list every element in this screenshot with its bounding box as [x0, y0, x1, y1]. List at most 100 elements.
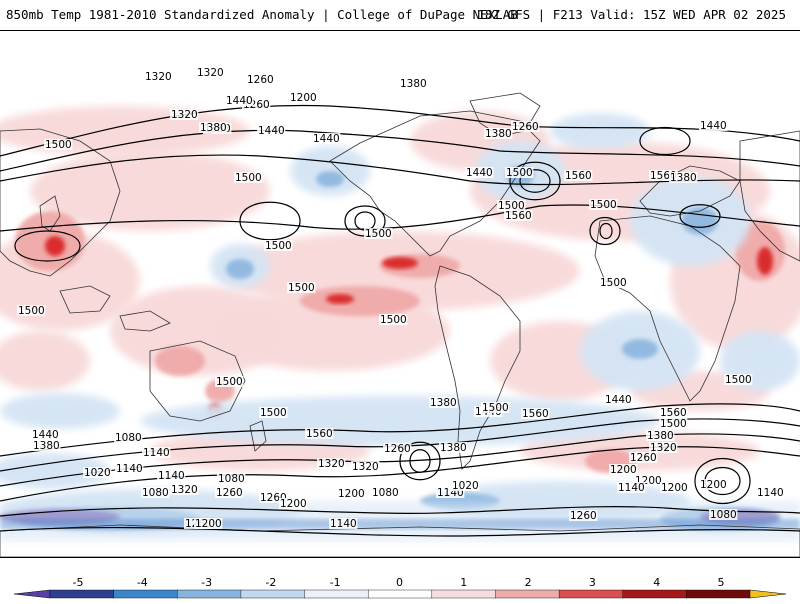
colorbar-segment: [113, 589, 178, 599]
contour-label-group: 1140: [617, 482, 646, 494]
height-contour: [679, 204, 721, 228]
contour-label-bg: [234, 172, 263, 183]
contour-label-group: 1500: [44, 139, 73, 151]
contour-label-bg: [589, 199, 618, 210]
map-header: 850mb Temp 1981-2010 Standardized Anomal…: [0, 0, 800, 30]
contour-label: 1260: [216, 487, 243, 499]
contour-label: 1560: [306, 428, 333, 440]
contour-label: 1200: [195, 518, 222, 530]
contour-label-bg: [287, 282, 316, 293]
colorbar-segment: [495, 589, 560, 599]
anomaly-blob: [300, 286, 420, 316]
contour-label-bg: [451, 480, 480, 491]
contour-label-group: 1140: [142, 447, 171, 459]
contour-label-group: 1560: [564, 170, 593, 182]
contour-label: 1320: [197, 67, 224, 79]
coastline-path: [739, 130, 800, 262]
colorbar-tick-label: 1: [460, 576, 467, 589]
anomaly-blob: [550, 113, 650, 149]
contour-label-bg: [371, 487, 400, 498]
contour-label-group: 1080: [141, 487, 170, 499]
contour-label: 1500: [482, 402, 509, 414]
model-run-info: 18Z GFS | F213 Valid: 15Z WED APR 02 202…: [477, 7, 786, 22]
colorbar-tick-label: -2: [265, 576, 276, 589]
colorbar-tick-label: -5: [73, 576, 84, 589]
contour-label-group: 1320: [196, 67, 225, 79]
coastline-path: [434, 265, 521, 470]
contour-label: 1440: [313, 133, 340, 145]
contour-label-group: 1260: [511, 121, 540, 133]
contour-label-bg: [329, 518, 358, 529]
contour-label-bg: [196, 67, 225, 78]
contour-label-group: 1500: [17, 305, 46, 317]
contour-label: 1080: [218, 473, 245, 485]
contour-label-bg: [259, 407, 288, 418]
contour-label-group: 1260: [383, 443, 412, 455]
contour-label: 1500: [288, 282, 315, 294]
coastline-path: [119, 310, 171, 332]
contour-label: 1200: [610, 464, 637, 476]
colorbar-tick-label: 2: [525, 576, 532, 589]
colorbar-tick-label: -4: [137, 576, 148, 589]
contour-label: 1560: [505, 210, 532, 222]
contour-label: 1440: [226, 95, 253, 107]
contour-label: 1200: [661, 482, 688, 494]
contour-label-bg: [17, 305, 46, 316]
contour-label: 1440: [258, 125, 285, 137]
contour-label-group: 1500: [589, 199, 618, 211]
contour-label-bg: [351, 461, 380, 472]
contour-label-group: 1320: [170, 484, 199, 496]
colorbar-segment: [558, 589, 624, 599]
anomaly-blob: [0, 393, 120, 429]
contour-label-bg: [617, 482, 646, 493]
contour-label-bg: [646, 430, 675, 441]
contour-label-bg: [511, 121, 540, 132]
contour-label: 1500: [18, 305, 45, 317]
contour-label: 1500: [600, 277, 627, 289]
contour-label-group: 1500: [287, 282, 316, 294]
contour-label-bg: [634, 475, 663, 486]
contour-label-group: 1260: [569, 510, 598, 522]
map-canvas: 1320 1260 1200 1260 1380 1320 1440 1500 1380 1440…: [0, 67, 800, 558]
height-contours: [0, 104, 800, 537]
contour-label-bg: [225, 95, 254, 106]
contour-label-group: 1020: [451, 480, 480, 492]
contour-label: 1080: [710, 509, 737, 521]
contour-label-group: 1200: [289, 92, 318, 104]
contour-label-bg: [659, 418, 688, 429]
anomaly-blob: [622, 339, 658, 359]
coastline-path: [149, 340, 246, 422]
contour-label-group: 1500: [659, 418, 688, 430]
height-contour: [704, 467, 741, 495]
colorbar-tick-label: 5: [718, 576, 725, 589]
colorbar-segment: [304, 589, 369, 599]
contour-label-bg: [257, 125, 286, 136]
coastline-path: [0, 128, 121, 277]
contour-label-bg: [157, 470, 186, 481]
contour-label: 1200: [280, 498, 307, 510]
contour-label-group: 1200: [279, 498, 308, 510]
contour-label-bg: [215, 487, 244, 498]
contour-label-bg: [505, 167, 534, 178]
contour-label: 1440: [605, 394, 632, 406]
height-contour: [0, 154, 800, 186]
contour-label: 1500: [365, 228, 392, 240]
contour-label-group: 1440: [31, 429, 60, 441]
contour-label: 1020: [84, 467, 111, 479]
contour-label-group: 1500: [599, 277, 628, 289]
contour-label-group: 1380: [429, 397, 458, 409]
contour-label-group: 1200: [609, 464, 638, 476]
contour-label: 1140: [116, 463, 143, 475]
contour-label-group: 1380: [399, 78, 428, 90]
contour-label-bg: [144, 71, 173, 82]
contour-label: 1320: [145, 71, 172, 83]
contour-label-group: 1560: [521, 408, 550, 420]
contour-label-bg: [31, 429, 60, 440]
contour-label-bg: [142, 447, 171, 458]
height-contour: [0, 204, 800, 232]
contour-label-bg: [279, 498, 308, 509]
contour-label-group: 1380: [199, 122, 228, 134]
height-contour: [639, 126, 691, 156]
contour-label-bg: [659, 407, 688, 418]
coastline-path: [249, 420, 267, 452]
